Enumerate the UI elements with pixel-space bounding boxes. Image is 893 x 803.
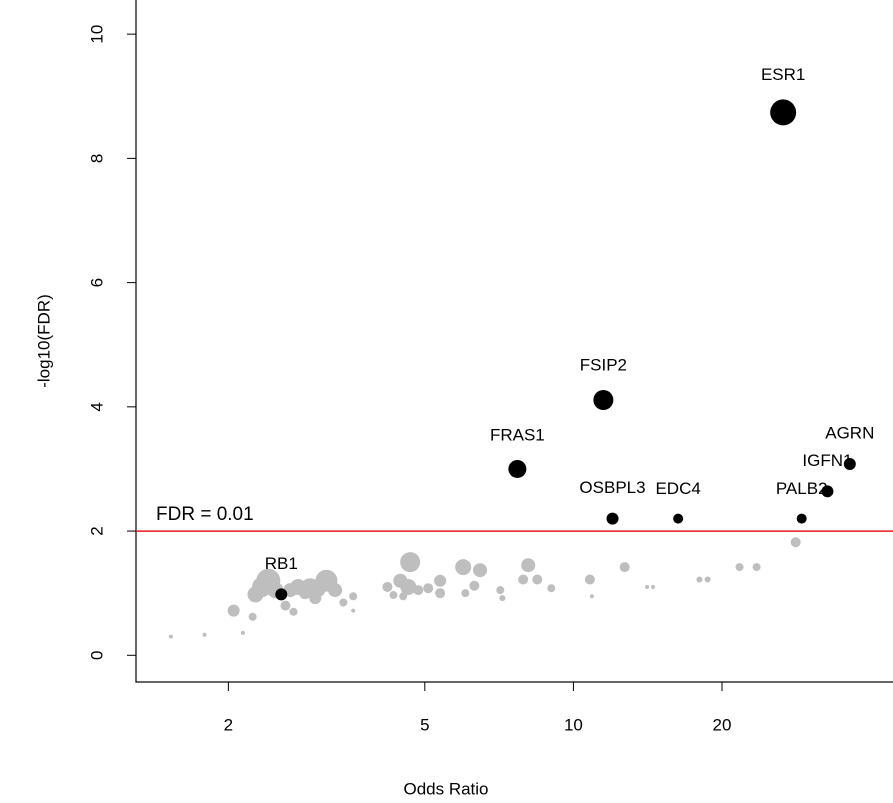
x-tick-label: 2 xyxy=(224,715,233,734)
point xyxy=(328,583,343,598)
point xyxy=(547,584,556,593)
point xyxy=(434,574,447,587)
point xyxy=(508,459,527,478)
point xyxy=(752,563,761,572)
point xyxy=(532,574,543,585)
point xyxy=(521,558,536,573)
point xyxy=(227,604,240,617)
point xyxy=(473,563,488,578)
point xyxy=(735,563,744,572)
point xyxy=(382,581,393,592)
point xyxy=(168,634,173,639)
y-tick-label: 4 xyxy=(87,402,106,411)
y-tick-label: 6 xyxy=(87,278,106,287)
point xyxy=(400,552,421,573)
x-tick-label: 10 xyxy=(564,715,583,734)
point-label: FRAS1 xyxy=(490,425,545,444)
point-label: OSBPL3 xyxy=(579,478,645,497)
point-label: AGRN xyxy=(825,423,874,442)
point xyxy=(400,578,417,595)
point xyxy=(461,589,470,598)
y-axis-label: -log10(FDR) xyxy=(34,294,53,388)
point xyxy=(289,607,298,616)
point-label: IGFN1 xyxy=(802,451,852,470)
point xyxy=(619,562,630,573)
y-tick-label: 0 xyxy=(87,651,106,660)
point xyxy=(423,583,434,594)
y-tick-label: 8 xyxy=(87,154,106,163)
point xyxy=(280,600,291,611)
point xyxy=(275,588,288,601)
point xyxy=(469,580,480,591)
point xyxy=(499,595,506,602)
point xyxy=(496,586,505,595)
point-label: ESR1 xyxy=(761,65,805,84)
point xyxy=(349,592,358,601)
point xyxy=(593,390,614,411)
point xyxy=(339,598,348,607)
point xyxy=(248,612,257,621)
point xyxy=(589,594,594,599)
point xyxy=(651,584,656,589)
point-label: FSIP2 xyxy=(580,355,627,374)
point xyxy=(455,559,472,576)
point xyxy=(389,591,398,600)
point xyxy=(704,576,711,583)
y-tick-label: 10 xyxy=(87,25,106,44)
point xyxy=(606,512,619,525)
point xyxy=(796,513,807,524)
point xyxy=(584,574,595,585)
point xyxy=(821,485,834,498)
threshold-label: FDR = 0.01 xyxy=(156,504,254,525)
point xyxy=(435,588,446,599)
point xyxy=(645,584,650,589)
point xyxy=(790,537,801,548)
point-label: RB1 xyxy=(265,554,298,573)
point-label: EDC4 xyxy=(655,479,700,498)
point xyxy=(673,513,684,524)
x-tick-label: 20 xyxy=(713,715,732,734)
point xyxy=(240,630,245,635)
x-tick-label: 5 xyxy=(420,715,429,734)
point xyxy=(770,99,797,126)
point xyxy=(696,576,703,583)
y-tick-label: 2 xyxy=(87,526,106,535)
point-label: PALB2 xyxy=(776,479,828,498)
point xyxy=(518,574,529,585)
point xyxy=(351,608,356,613)
point xyxy=(202,632,207,637)
x-axis-label: Odds Ratio xyxy=(403,779,488,798)
plot-frame xyxy=(135,0,893,683)
point xyxy=(413,585,424,596)
point xyxy=(843,457,856,470)
